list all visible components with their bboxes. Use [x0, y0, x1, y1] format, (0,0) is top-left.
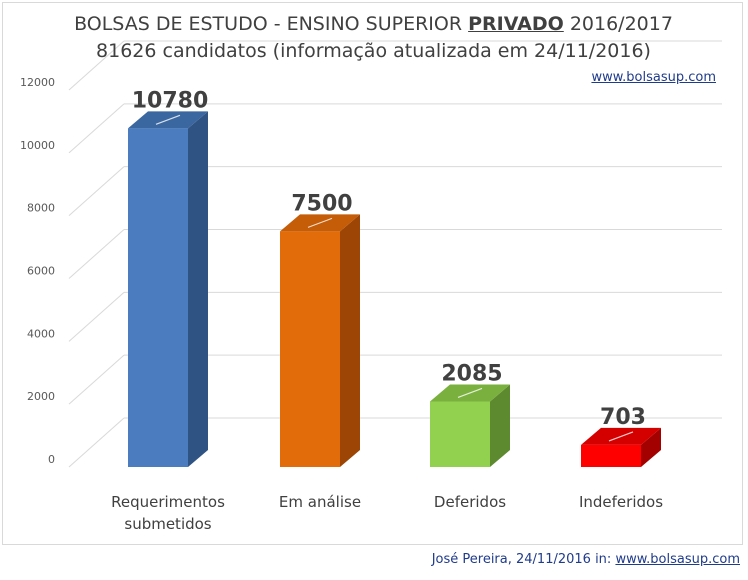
data-label-leader	[457, 387, 483, 399]
x-category-label: Indeferidos	[579, 493, 663, 511]
chart-title: BOLSAS DE ESTUDO - ENSINO SUPERIOR PRIVA…	[3, 13, 744, 35]
x-category-label: submetidos	[124, 515, 211, 533]
gridline-depth	[68, 40, 125, 91]
bar-front	[430, 401, 490, 467]
data-label: 703	[600, 405, 646, 430]
bar-2	[280, 214, 360, 467]
bar-front	[581, 444, 641, 467]
data-label-leader	[307, 217, 333, 228]
footer-text: José Pereira, 24/11/2016 in:	[431, 552, 616, 567]
data-label: 7500	[291, 191, 352, 216]
bar-side	[188, 111, 208, 467]
x-category-label: Requerimentos	[111, 493, 225, 511]
y-tick-label: 8000	[27, 202, 55, 215]
data-label: 2085	[441, 361, 502, 386]
bar-front	[280, 231, 340, 467]
gridline-depth	[68, 166, 125, 217]
y-tick-label: 2000	[27, 390, 55, 403]
footer-link[interactable]: www.bolsasup.com	[615, 552, 740, 567]
bar-1	[128, 111, 208, 467]
y-tick-label: 4000	[27, 327, 55, 340]
chart-title-suffix: 2016/2017	[563, 13, 673, 35]
data-label: 10780	[132, 88, 209, 113]
bar-side	[641, 427, 661, 467]
chart-title-prefix: BOLSAS DE ESTUDO - ENSINO SUPERIOR	[74, 13, 469, 35]
chart-title-emphasis: PRIVADO	[468, 13, 564, 35]
bar-front	[128, 128, 188, 467]
chart-subtitle: 81626 candidatos (informação atualizada …	[96, 40, 651, 62]
gridline-depth	[68, 291, 125, 342]
chart-frame: 0 2000 4000 6000 8000 10000 12000 10780 Requerim…	[2, 2, 743, 545]
site-link[interactable]: www.bolsasup.com	[591, 70, 716, 85]
y-tick-label: 0	[48, 453, 55, 466]
data-label-leader	[155, 114, 181, 125]
gridline-depth	[68, 354, 125, 405]
bar-3	[430, 384, 510, 467]
chart-plot: 0 2000 4000 6000 8000 10000 12000 10780 Requerim…	[20, 40, 722, 533]
bar-side	[340, 214, 360, 467]
bar-4	[581, 427, 661, 467]
gridline-depth	[68, 229, 125, 279]
y-tick-label: 10000	[20, 139, 55, 152]
x-category-label: Em análise	[279, 493, 361, 511]
x-category-label: Deferidos	[434, 493, 506, 511]
gridline-depth	[68, 417, 125, 468]
data-label-leader	[608, 431, 634, 442]
gridline-depth	[68, 103, 125, 154]
footer-credit: José Pereira, 24/11/2016 in: www.bolsasu…	[432, 552, 740, 567]
y-tick-label: 6000	[27, 265, 55, 278]
y-tick-label: 12000	[20, 76, 55, 89]
bar-side	[490, 384, 510, 467]
